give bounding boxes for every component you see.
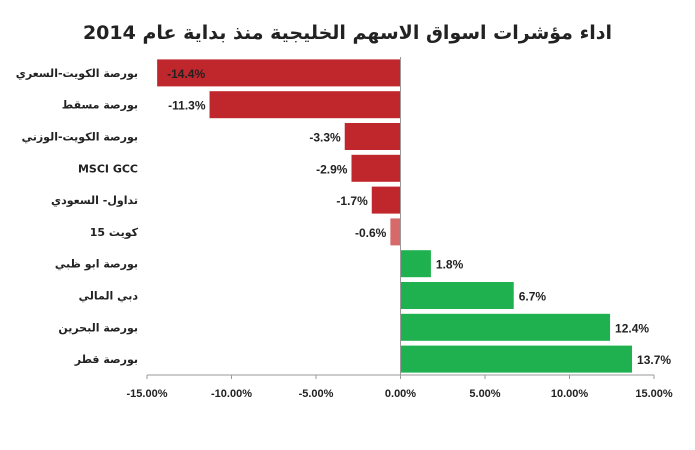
chart-title: اداء مؤشرات اسواق الاسهم الخليجية منذ بد… bbox=[82, 22, 613, 44]
x-tick-label-3: 0.00% bbox=[385, 388, 416, 400]
category-label-2: بورصة الكويت-الوزني bbox=[22, 131, 138, 144]
bar-2 bbox=[344, 123, 401, 150]
category-label-6: بورصة ابو ظبي bbox=[55, 258, 138, 271]
category-label-9: بورصة قطر bbox=[74, 353, 138, 366]
bar-5 bbox=[390, 218, 401, 246]
bar-8 bbox=[400, 313, 611, 341]
bar-1 bbox=[209, 91, 401, 119]
value-label-5: -0.6% bbox=[355, 226, 387, 240]
category-label-5: كويت 15 bbox=[90, 226, 139, 239]
value-label-8: 12.4% bbox=[615, 321, 649, 335]
value-label-4: -1.7% bbox=[336, 194, 368, 208]
value-label-3: -2.9% bbox=[316, 162, 348, 176]
bar-7 bbox=[400, 282, 514, 309]
x-tick-label-0: -15.00% bbox=[127, 388, 168, 400]
value-label-0: -14.4% bbox=[167, 67, 205, 81]
x-tick-label-6: 15.00% bbox=[635, 388, 673, 400]
value-label-6: 1.8% bbox=[436, 258, 464, 272]
category-label-7: دبي المالي bbox=[79, 290, 139, 303]
bar-6 bbox=[400, 250, 431, 278]
category-label-8: بورصة البحرين bbox=[58, 321, 138, 334]
category-label-3: MSCI GCC bbox=[78, 162, 138, 175]
bar-0 bbox=[157, 59, 401, 87]
value-label-7: 6.7% bbox=[519, 290, 547, 304]
value-label-1: -11.3% bbox=[168, 99, 206, 113]
value-label-9: 13.7% bbox=[637, 353, 671, 367]
x-tick-label-2: -5.00% bbox=[299, 388, 334, 400]
bar-4 bbox=[371, 186, 401, 214]
x-tick-label-4: 5.00% bbox=[469, 388, 500, 400]
bar-9 bbox=[400, 345, 633, 373]
x-tick-label-1: -10.00% bbox=[211, 388, 252, 400]
category-label-0: بورصة الكويت-السعري bbox=[16, 67, 138, 80]
x-tick-label-5: 10.00% bbox=[551, 388, 589, 400]
category-label-1: بورصة مسقط bbox=[62, 99, 138, 112]
value-label-2: -3.3% bbox=[309, 131, 341, 145]
category-label-4: تداول- السعودي bbox=[51, 194, 138, 207]
bar-3 bbox=[351, 154, 401, 182]
